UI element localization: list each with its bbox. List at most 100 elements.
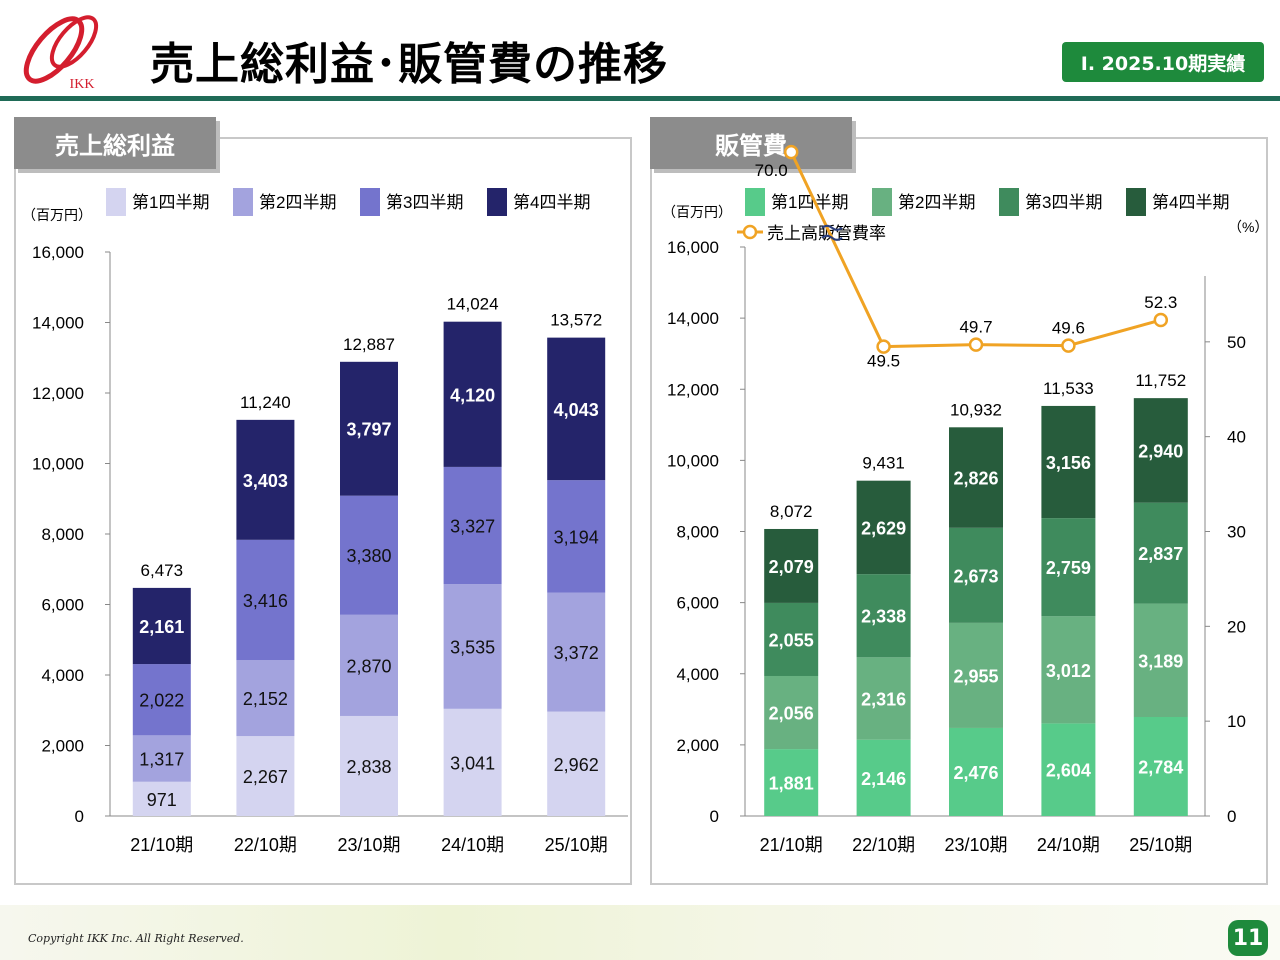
- legend-label: 第2四半期: [898, 193, 975, 212]
- gross-profit-tab: 売上総利益: [14, 117, 216, 169]
- bar-segment: [443, 708, 502, 816]
- x-category-label: 21/10期: [760, 835, 823, 855]
- y-tick-label: 10,000: [32, 455, 84, 474]
- bar-segment-label: 2,079: [769, 557, 814, 577]
- legend-swatch: [487, 188, 507, 216]
- legend-label: 第2四半期: [259, 193, 336, 212]
- y-tick-label: 6,000: [676, 594, 719, 613]
- bar-segment-label: 2,161: [139, 617, 184, 637]
- legend-swatch: [1126, 188, 1146, 216]
- bar-segment: [132, 664, 191, 736]
- bar-segment: [443, 321, 502, 467]
- bar-segment-label: 3,380: [346, 546, 391, 566]
- bar-segment: [443, 466, 502, 585]
- x-category-label: 25/10期: [1129, 835, 1192, 855]
- legend-label: 第3四半期: [1025, 193, 1102, 212]
- bar-segment-label: 2,146: [861, 769, 906, 789]
- y-tick-label: 4,000: [41, 666, 84, 685]
- bar-segment-label: 2,316: [861, 690, 906, 710]
- x-category-label: 21/10期: [130, 835, 193, 855]
- ratio-point-label: 70.0: [755, 161, 788, 180]
- bar-segment-label: 2,838: [346, 757, 391, 777]
- bar-segment-label: 971: [147, 790, 177, 810]
- bar-segment: [856, 480, 911, 575]
- bar-segment-label: 3,797: [346, 420, 391, 440]
- y-tick-label: 0: [710, 807, 719, 826]
- bar-segment-label: 3,535: [450, 638, 495, 658]
- bar-segment-label: 2,759: [1046, 558, 1091, 578]
- legend-line-label: 売上高販管費率: [767, 224, 886, 243]
- bar-segment-label: 3,189: [1138, 651, 1183, 671]
- footer-band: [0, 905, 1280, 960]
- x-category-label: 23/10期: [944, 835, 1007, 855]
- bar-segment-label: 2,955: [953, 666, 998, 686]
- y-tick-label: 8,000: [676, 523, 719, 542]
- bar-segment: [856, 574, 911, 658]
- bar-total-label: 11,240: [240, 393, 291, 412]
- ratio-point-label: 52.3: [1144, 293, 1177, 312]
- bar-segment-label: 2,022: [139, 691, 184, 711]
- legend-line-marker: [742, 224, 758, 240]
- bar-total-label: 13,572: [550, 311, 602, 330]
- legend-swatch: [233, 188, 253, 216]
- y2-tick-label: 40: [1227, 428, 1246, 447]
- y2-tick-label: 20: [1227, 617, 1246, 636]
- y-tick-label: 0: [75, 807, 84, 826]
- bar-segment: [1133, 398, 1188, 503]
- bar-segment: [547, 711, 606, 816]
- bar-segment-label: 3,403: [243, 471, 288, 491]
- bar-segment-label: 2,940: [1138, 441, 1183, 461]
- bar-segment-label: 3,156: [1046, 453, 1091, 473]
- legend-swatch: [872, 188, 892, 216]
- ratio-point-label: 49.5: [867, 352, 900, 371]
- bar-segment: [1133, 603, 1188, 717]
- bar-segment: [340, 361, 398, 496]
- bar-segment-label: 2,629: [861, 518, 906, 538]
- bar-segment-label: 2,826: [953, 469, 998, 489]
- bar-segment-label: 1,317: [139, 750, 184, 770]
- bar-segment: [949, 527, 1003, 623]
- y-axis-unit-label: （百万円）: [22, 207, 92, 223]
- x-category-label: 24/10期: [441, 835, 504, 855]
- bar-segment: [949, 622, 1003, 728]
- bar-total-label: 6,473: [141, 561, 184, 580]
- x-category-label: 22/10期: [852, 835, 915, 855]
- x-category-label: 25/10期: [545, 835, 608, 855]
- y2-axis-unit-label: （%）: [1228, 219, 1268, 235]
- bar-segment: [236, 736, 295, 816]
- y2-tick-label: 10: [1227, 712, 1246, 731]
- legend-swatch: [999, 188, 1019, 216]
- legend-label: 第1四半期: [132, 193, 209, 212]
- header-divider: [0, 96, 1280, 101]
- ratio-point-label: 49.6: [1052, 319, 1085, 338]
- bar-segment-label: 3,416: [243, 591, 288, 611]
- bar-segment-label: 3,327: [450, 517, 495, 537]
- bar-segment-label: 3,372: [554, 643, 599, 663]
- bar-segment-label: 2,267: [243, 767, 288, 787]
- bar-segment-label: 2,338: [861, 607, 906, 627]
- bar-segment-label: 2,962: [554, 755, 599, 775]
- logo-text: IKK: [70, 77, 95, 92]
- y-tick-label: 2,000: [676, 736, 719, 755]
- bar-segment: [764, 528, 819, 603]
- period-badge: Ⅰ. 2025.10期実績: [1062, 42, 1264, 82]
- y-tick-label: 16,000: [667, 238, 719, 257]
- y-tick-label: 12,000: [32, 384, 84, 403]
- bar-segment-label: 2,056: [769, 704, 814, 724]
- bar-segment: [1041, 723, 1096, 816]
- bar-segment: [340, 715, 398, 816]
- bar-segment: [1041, 616, 1096, 724]
- y-tick-label: 16,000: [32, 243, 84, 262]
- y-tick-label: 4,000: [676, 665, 719, 684]
- bar-segment: [547, 592, 606, 712]
- bar-segment-label: 2,152: [243, 689, 288, 709]
- bar-segment: [764, 675, 819, 750]
- y-tick-label: 8,000: [41, 525, 84, 544]
- bar-segment: [547, 480, 606, 593]
- legend-swatch: [745, 188, 765, 216]
- bar-segment: [443, 584, 502, 709]
- bar-segment: [1133, 716, 1188, 816]
- gross-profit-panel: [14, 137, 632, 885]
- bar-segment: [340, 614, 398, 716]
- bar-segment-label: 4,043: [554, 400, 599, 420]
